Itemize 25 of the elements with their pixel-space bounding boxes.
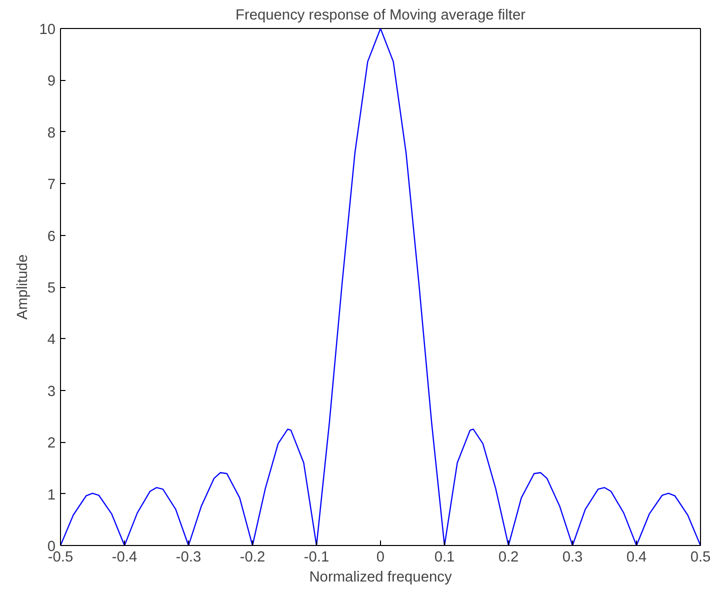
x-tick-label: -0.2 <box>240 550 266 566</box>
y-tick-label: 6 <box>47 228 56 245</box>
x-axis-title: Normalized frequency <box>309 570 452 586</box>
x-tick-label: -0.3 <box>176 550 202 566</box>
x-tick-label: 0.5 <box>690 550 711 566</box>
x-tick-label: 0.3 <box>562 550 583 566</box>
y-tick-label: 3 <box>47 384 56 400</box>
y-tick-label: 8 <box>47 125 56 142</box>
y-tick-label: 7 <box>47 177 56 194</box>
x-tick-label: -0.5 <box>48 550 74 566</box>
y-tick-label: 2 <box>47 436 56 452</box>
x-tick-label: -0.4 <box>112 550 138 566</box>
x-tick-label: 0.1 <box>434 550 455 566</box>
y-tick-label: 1 <box>47 487 56 504</box>
x-tick-label: -0.1 <box>304 550 330 566</box>
y-tick-label: 9 <box>47 74 56 90</box>
y-tick-label: 10 <box>39 22 56 38</box>
line-series <box>60 28 700 546</box>
x-tick-label: 0.2 <box>498 550 519 566</box>
chart-title: Frequency response of Moving average filter <box>235 8 526 24</box>
y-tick-label: 4 <box>47 332 56 348</box>
y-tick-label: 5 <box>47 280 56 296</box>
x-tick-label: 0 <box>376 550 385 566</box>
x-tick-label: 0.4 <box>626 550 647 566</box>
y-axis-title: Amplitude <box>15 254 32 320</box>
